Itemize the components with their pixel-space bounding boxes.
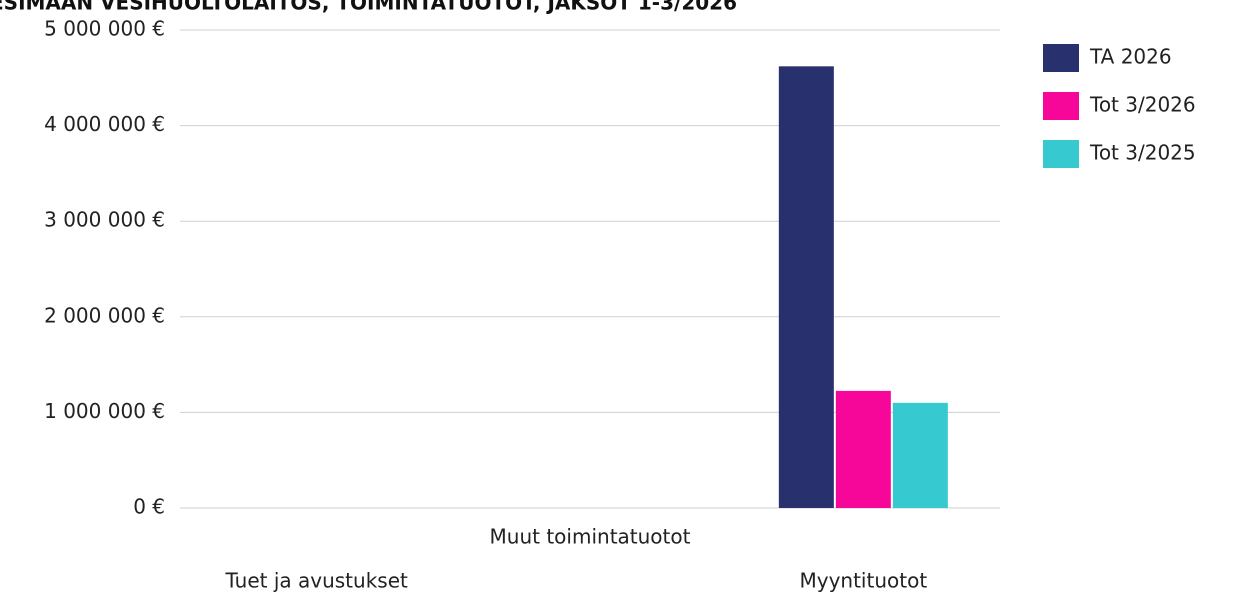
y-tick-label: 3 000 000 € [44,208,165,232]
y-tick-label: 2 000 000 € [44,303,165,327]
bar [835,390,891,508]
bar [778,66,834,508]
bar [892,402,948,508]
x-tick-label: Tuet ja avustukset [224,569,408,593]
legend-label: TA 2026 [1089,45,1172,69]
y-tick-label: 1 000 000 € [44,399,165,423]
legend-label: Tot 3/2026 [1089,93,1196,117]
x-tick-label: Myyntituotot [799,569,927,593]
y-tick-label: 4 000 000 € [44,112,165,136]
legend-swatch [1043,44,1079,72]
x-tick-label: Muut toimintatuotot [490,525,691,549]
legend-swatch [1043,92,1079,120]
y-tick-label: 5 000 000 € [44,17,165,41]
chart-title: ESIMAAN VESIHUOLTOLAITOS, TOIMINTATUOTOT… [0,0,737,15]
legend-swatch [1043,140,1079,168]
legend-label: Tot 3/2025 [1089,141,1196,165]
y-tick-label: 0 € [133,495,165,519]
